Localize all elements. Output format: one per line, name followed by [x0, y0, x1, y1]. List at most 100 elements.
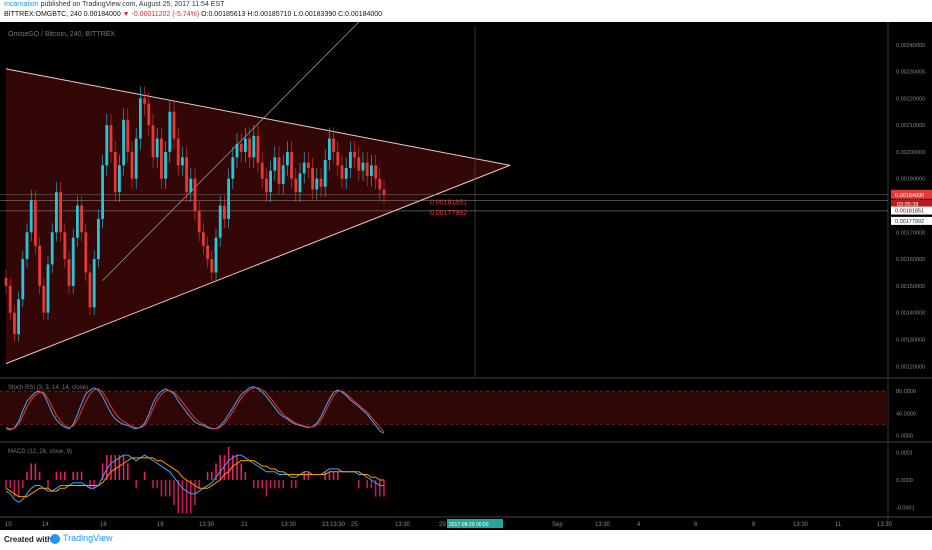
candle-body: [294, 178, 298, 193]
time-tick-label: 18: [157, 522, 164, 528]
price-tick-label: 0.00120000: [896, 364, 925, 370]
candle-body: [139, 98, 142, 139]
candle-body: [172, 111, 176, 139]
stoch-tick-label: 80.0000: [896, 389, 916, 395]
price-axis-column: [888, 22, 932, 530]
publish-info: published on TradingView.com, August 25,…: [40, 1, 225, 8]
candle-body: [25, 232, 29, 260]
stoch-tick-label: 40.0000: [896, 411, 916, 417]
stoch-d-line: [5, 387, 385, 432]
candle-body: [185, 157, 188, 193]
candle-body: [349, 151, 352, 169]
time-tick-label: 8: [752, 522, 756, 528]
price-badge-bg: [891, 189, 932, 199]
macd-pane-title: MACD (12, 26, close, 9): [8, 449, 72, 455]
candle-body: [311, 168, 314, 190]
candle-body: [281, 165, 285, 185]
candle-body: [214, 237, 218, 273]
candle-body: [374, 165, 377, 179]
candle-body: [302, 162, 306, 174]
candle-body: [84, 232, 88, 273]
candle-body: [193, 178, 197, 211]
candle-body: [118, 165, 121, 193]
tradingview-logo-icon: [50, 533, 60, 544]
countdown-label: 03:05:38: [897, 202, 918, 208]
candle-body: [290, 151, 293, 179]
candle-body: [277, 157, 281, 185]
candle-body: [113, 151, 117, 193]
stoch-band-fill: [0, 391, 888, 425]
candle-body: [8, 285, 12, 313]
price-tick-label: 0.00220000: [896, 96, 925, 102]
candle-body: [80, 205, 83, 233]
candle-body: [307, 162, 310, 169]
candle-body: [223, 205, 226, 219]
time-tick-label: 13:30: [330, 522, 346, 528]
candle-body: [227, 178, 230, 219]
candle-body: [202, 232, 205, 246]
author-link[interactable]: Incarnation: [4, 1, 39, 8]
created-with-label: Created with: [4, 535, 53, 544]
chart-area[interactable]: 0.00181851 0.00177992 OmiseGO / Bitcoin, 2…: [0, 0, 932, 530]
tradingview-logo[interactable]: TradingView: [50, 533, 113, 544]
candle-body: [71, 237, 75, 286]
triangle-lower-line: [5, 164, 511, 365]
time-tick-label: 13:30: [281, 522, 297, 528]
candle-body: [67, 259, 71, 286]
price-tick-label: 0.00210000: [896, 123, 925, 129]
chart-svg[interactable]: 0.00181851 0.00177992 OmiseGO / Bitcoin, 2…: [0, 0, 932, 530]
candle-body: [46, 264, 50, 313]
candle-body: [29, 200, 33, 233]
triangle-upper-line: [5, 68, 511, 166]
price-tick-label: 0.00240000: [896, 43, 925, 49]
candle-body: [235, 143, 239, 158]
time-tick-label: 13:30: [395, 522, 411, 528]
time-tick-label: 10: [5, 522, 12, 528]
footer: Created with TradingView: [0, 530, 932, 550]
macd-tick-label: -0.0001: [896, 506, 915, 512]
candle-body: [126, 119, 130, 152]
candle-body: [109, 125, 113, 152]
price-tick-label: 0.00160000: [896, 257, 925, 263]
price-badge-label: 0.00184000: [895, 193, 924, 199]
time-cursor-label: 2017-08-29 00:00: [449, 522, 489, 528]
tradingview-logo-text: TradingView: [63, 533, 113, 543]
candle-body: [370, 165, 373, 177]
candle-body: [265, 178, 268, 193]
candle-body: [88, 272, 92, 308]
candle-body: [210, 259, 214, 273]
symbol-line: BITTREX:OMGBTC, 240 0.00184000 ▼ -0.0001…: [4, 11, 382, 18]
candle-body: [59, 192, 62, 233]
price-change: ▼ -0.00011202 (-5.74%): [122, 11, 200, 18]
candle-body: [244, 138, 247, 152]
candle-body: [256, 135, 260, 163]
level-badge-label: 0.00181851: [895, 209, 924, 215]
candle-body: [101, 165, 104, 219]
time-tick-label: 25: [351, 522, 358, 528]
candle-body: [21, 259, 25, 300]
candle-body: [4, 277, 8, 286]
candle-body: [340, 165, 344, 179]
publish-line: Incarnation published on TradingView.com…: [4, 1, 224, 8]
candle-body: [176, 138, 180, 166]
time-tick-label: 13:30: [877, 522, 893, 528]
time-tick-label: 29: [439, 522, 446, 528]
candle-body: [269, 170, 272, 193]
candle-body: [378, 178, 382, 190]
candle-body: [164, 151, 167, 179]
candle-body: [155, 138, 159, 158]
candle-body: [365, 162, 369, 177]
price-tick-label: 0.00140000: [896, 311, 925, 317]
time-tick-label: 6: [694, 522, 698, 528]
candle-body: [332, 138, 335, 152]
time-tick-label: 11: [835, 522, 842, 528]
candle-body: [328, 138, 331, 160]
candle-body: [151, 125, 155, 158]
macd-tick-label: 0.0001: [896, 450, 913, 456]
macd-signal-line: [5, 457, 384, 498]
price-tick-label: 0.00230000: [896, 70, 925, 76]
candle-body: [231, 157, 235, 179]
price-tick-label: 0.00170000: [896, 230, 925, 236]
candle-body: [38, 245, 41, 286]
candle-body: [336, 151, 340, 166]
